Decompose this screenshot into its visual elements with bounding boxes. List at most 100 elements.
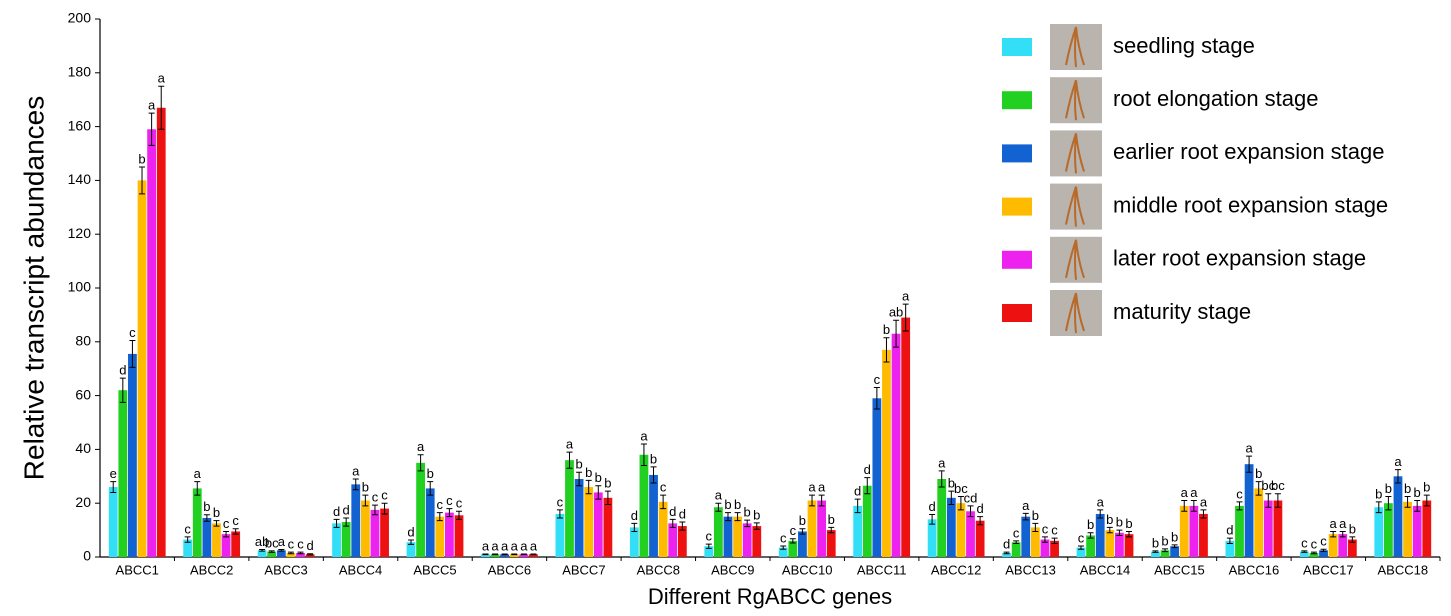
x-tick-label: ABCC18 <box>1377 562 1428 577</box>
bar <box>108 487 118 557</box>
bar <box>1179 505 1189 557</box>
error-bar <box>1003 551 1010 555</box>
significance-label: b <box>1116 515 1123 530</box>
bar <box>713 507 723 557</box>
bar <box>1403 501 1412 557</box>
bar <box>1040 539 1050 557</box>
significance-label: a <box>808 480 816 495</box>
bar <box>445 512 454 557</box>
significance-label: c <box>456 496 463 511</box>
bar <box>1347 539 1357 557</box>
x-tick-label: ABCC9 <box>711 562 754 577</box>
error-bar <box>1087 532 1094 539</box>
legend-photo-root <box>1065 79 1085 121</box>
significance-label: a <box>511 538 519 553</box>
significance-label: a <box>566 437 574 452</box>
error-bar <box>203 514 210 522</box>
error-bar <box>705 543 712 549</box>
error-bar <box>492 553 499 556</box>
error-bar <box>809 494 816 507</box>
error-bar <box>957 495 964 511</box>
significance-label: d <box>928 499 935 514</box>
bar <box>946 497 956 557</box>
x-tick-label: ABCC10 <box>782 562 833 577</box>
significance-label: a <box>715 488 723 503</box>
bar <box>658 501 668 557</box>
legend-label: earlier root expansion stage <box>1113 139 1385 164</box>
bar <box>509 554 519 557</box>
bar <box>584 487 594 557</box>
significance-label: a <box>1394 454 1402 469</box>
significance-label: c <box>1311 537 1318 552</box>
bar <box>862 485 872 557</box>
error-bar <box>1310 551 1317 555</box>
bar <box>370 509 380 557</box>
bar <box>1299 551 1309 557</box>
significance-label: c <box>232 513 239 528</box>
bar <box>416 462 425 557</box>
bar <box>128 353 137 557</box>
significance-label: a <box>491 538 499 553</box>
significance-label: a <box>1330 516 1338 531</box>
significance-label: b <box>734 497 741 512</box>
bar <box>1393 476 1403 557</box>
significance-label: d <box>976 501 983 516</box>
significance-label: c <box>1051 523 1058 538</box>
error-bar <box>427 481 434 496</box>
error-bar <box>1097 509 1104 519</box>
legend-photo-root <box>1065 292 1085 334</box>
error-bar <box>110 481 117 493</box>
y-tick-label: 140 <box>68 171 92 187</box>
significance-label: b <box>1032 508 1039 523</box>
error-bar <box>381 502 388 515</box>
error-bar <box>1022 512 1029 521</box>
x-tick-label: ABCC6 <box>488 562 531 577</box>
error-bar <box>530 553 537 556</box>
error-bar <box>511 553 518 556</box>
error-bar <box>278 548 285 552</box>
bar <box>668 523 678 557</box>
bar <box>1002 552 1011 557</box>
significance-label: b <box>1423 480 1430 495</box>
error-bar <box>1246 455 1253 473</box>
error-bar <box>1013 540 1020 545</box>
significance-label: d <box>119 363 126 378</box>
error-bar <box>753 522 760 530</box>
significance-label: a <box>1097 494 1105 509</box>
bar <box>937 478 947 557</box>
significance-label: a <box>417 439 425 454</box>
legend-label: later root expansion stage <box>1113 246 1366 271</box>
y-tick-label: 120 <box>68 225 92 241</box>
bar <box>1254 488 1264 557</box>
significance-label: d <box>306 538 313 553</box>
significance-label: b <box>744 505 751 520</box>
bar <box>296 552 305 557</box>
error-bar <box>1339 530 1346 538</box>
bar <box>629 527 639 557</box>
error-bar <box>679 521 686 531</box>
significance-label: b <box>138 151 145 166</box>
error-bar <box>1375 501 1382 514</box>
y-tick-label: 160 <box>68 117 92 133</box>
bar <box>872 398 882 557</box>
significance-label: c <box>1320 534 1327 549</box>
bar <box>332 523 341 557</box>
significance-label: b <box>1375 486 1382 501</box>
bar <box>1235 505 1244 557</box>
significance-label: a <box>938 455 946 470</box>
error-bar <box>799 528 806 535</box>
bar <box>380 508 389 557</box>
error-bar <box>1051 537 1058 545</box>
error-bar <box>417 454 424 472</box>
significance-label: a <box>1181 485 1189 500</box>
error-bar <box>566 451 573 469</box>
bar <box>901 317 911 557</box>
significance-label: d <box>333 504 340 519</box>
bar <box>742 523 752 557</box>
bar <box>1309 552 1319 557</box>
significance-label: cd <box>964 490 978 505</box>
bar <box>927 519 937 557</box>
bar <box>519 554 529 557</box>
error-bar <box>1349 536 1356 543</box>
x-tick-label: ABCC14 <box>1080 562 1131 577</box>
